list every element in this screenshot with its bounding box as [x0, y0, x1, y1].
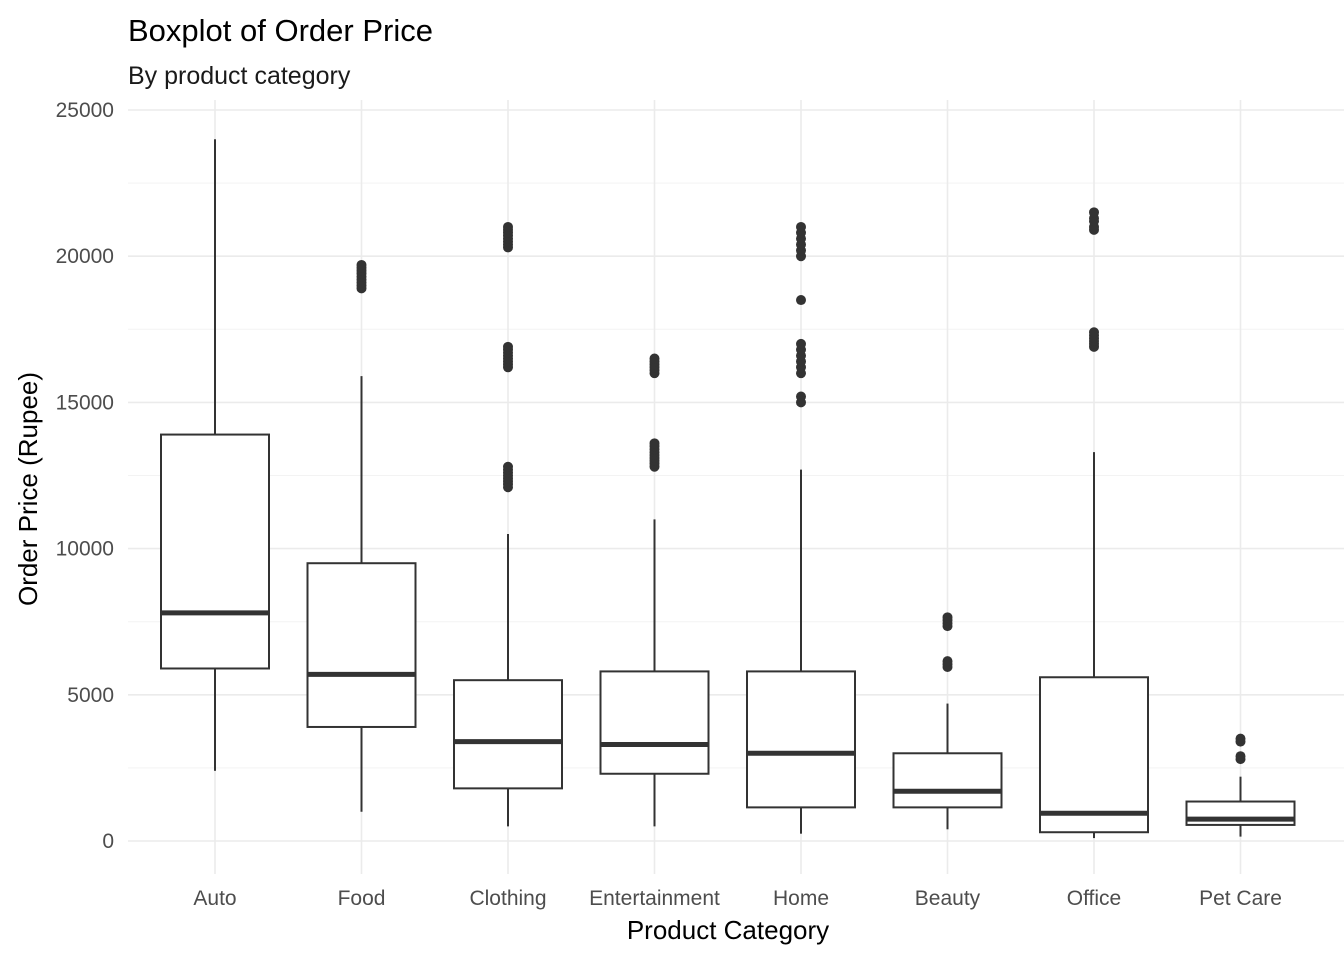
- boxes: [160, 139, 1296, 839]
- box-food: [306, 259, 417, 812]
- box-clothing: [453, 221, 563, 827]
- y-tick-label: 15000: [56, 391, 114, 414]
- outlier-point: [1235, 733, 1246, 744]
- outlier-point: [942, 612, 953, 623]
- outlier-point: [796, 338, 806, 349]
- box-iqr: [746, 670, 856, 809]
- box-office: [1039, 207, 1149, 839]
- y-tick-label: 20000: [56, 245, 114, 268]
- grid: [128, 100, 1344, 874]
- box-iqr: [160, 433, 270, 670]
- outlier-point: [1089, 207, 1099, 218]
- x-tick-label: Auto: [193, 887, 236, 910]
- chart-title: Boxplot of Order Price: [128, 13, 433, 48]
- outlier-point: [1235, 751, 1246, 762]
- outlier-point: [503, 341, 513, 352]
- x-tick-label: Clothing: [469, 887, 546, 910]
- outlier-point: [796, 295, 806, 306]
- box-iqr: [306, 562, 417, 728]
- box-beauty: [892, 612, 1003, 830]
- outlier-point: [1089, 327, 1099, 338]
- outlier-point: [796, 391, 806, 402]
- x-tick-label: Food: [338, 887, 386, 910]
- y-tick-label: 25000: [56, 99, 114, 122]
- x-tick-label: Home: [773, 887, 829, 910]
- y-tick-label: 10000: [56, 538, 114, 561]
- box-entertainment: [599, 353, 710, 827]
- outlier-point: [503, 221, 513, 232]
- x-tick-label: Office: [1067, 887, 1121, 910]
- box-auto: [160, 139, 270, 771]
- x-tick-label: Entertainment: [589, 887, 720, 910]
- box-iqr: [1039, 676, 1149, 834]
- x-axis-title: Product Category: [627, 915, 829, 945]
- outlier-point: [649, 438, 660, 449]
- box-pet-care: [1185, 733, 1296, 837]
- outlier-point: [649, 353, 660, 364]
- y-axis-ticks: 0 5000 10000 15000 20000 25000: [56, 99, 114, 853]
- outlier-point: [942, 656, 953, 667]
- x-tick-label: Pet Care: [1199, 887, 1282, 910]
- box-iqr: [453, 679, 563, 790]
- outlier-point: [356, 259, 367, 270]
- y-tick-label: 5000: [67, 684, 114, 707]
- outlier-point: [796, 221, 806, 232]
- chart-subtitle: By product category: [128, 62, 351, 90]
- y-axis-title: Order Price (Rupee): [13, 372, 43, 606]
- x-axis-ticks: Auto Food Clothing Entertainment Home Beauty O…: [193, 887, 1282, 910]
- box-iqr: [599, 670, 710, 775]
- box-iqr: [892, 752, 1003, 809]
- y-tick-label: 0: [102, 830, 114, 853]
- box-home: [746, 221, 856, 834]
- x-tick-label: Beauty: [915, 887, 981, 910]
- outlier-point: [503, 461, 513, 472]
